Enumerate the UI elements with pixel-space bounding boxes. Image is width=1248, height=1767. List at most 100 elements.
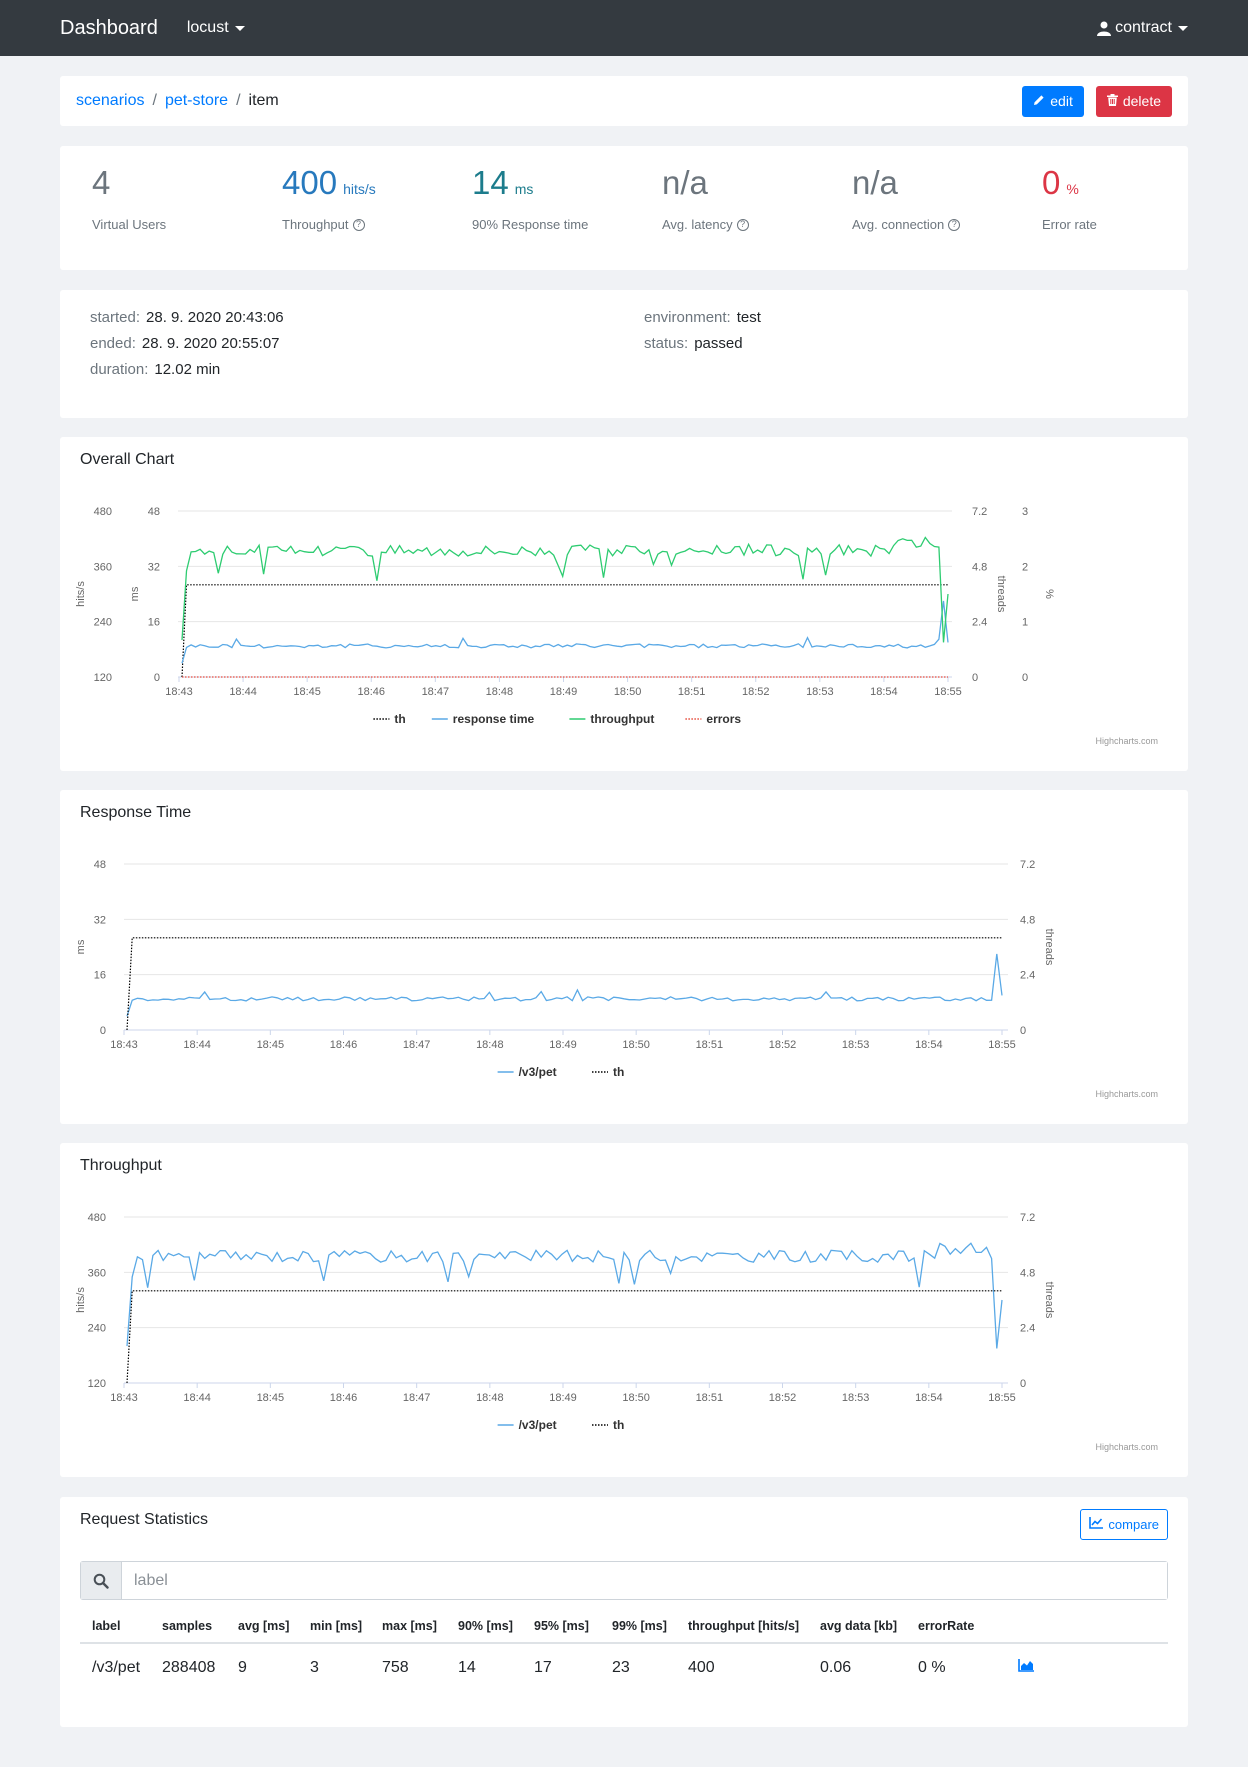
series-line-th [126,1290,1002,1384]
help-icon[interactable]: ? [736,218,749,231]
x-tick-label: 18:52 [742,686,770,698]
chart-title: Overall Chart [80,451,175,468]
help-icon[interactable]: ? [352,218,365,231]
x-tick-label: 18:43 [110,1392,138,1404]
x-tick-label: 18:44 [183,1039,211,1051]
y-tick-label: 0 [100,1025,106,1037]
y-tick-label: 2 [1022,561,1028,573]
y-tick-label: 2.4 [1020,970,1035,982]
kpi-label: Throughput [282,217,349,232]
legend-item[interactable]: errors [685,712,741,726]
breadcrumb-current: item [248,92,279,109]
series-line-th [181,584,948,678]
run-info-card: started: 28. 9. 2020 20:43:06 ended: 28. 9… [60,290,1188,418]
column-header[interactable]: samples [150,1607,226,1644]
brand-link[interactable]: Dashboard [60,16,158,39]
legend-item[interactable]: response time [431,712,535,726]
column-header[interactable]: avg [ms] [226,1607,298,1644]
y-axis-title: hits/s [75,581,87,607]
user-dropdown-label: contract [1115,19,1172,36]
table-cell: 0.06 [820,1659,852,1676]
project-dropdown[interactable]: locust [187,19,245,37]
column-header[interactable]: 90% [ms] [446,1607,522,1644]
y-tick-label: 0 [972,672,978,684]
highcharts-credit[interactable]: Highcharts.com [1095,1089,1158,1099]
column-header-actions [1006,1607,1168,1644]
y-tick-label: 32 [148,561,160,573]
kpi-label: Avg. connection [852,217,945,232]
table-cell: /v3/pet [92,1659,141,1676]
edit-button-label: edit [1050,93,1073,109]
x-tick-label: 18:46 [357,686,385,698]
kpi-label-row: Avg. connection? [852,217,961,232]
kpi-label: Avg. latency [662,217,733,232]
column-header[interactable]: errorRate [906,1607,1006,1644]
table-cell: 14 [458,1659,476,1676]
x-tick-label: 18:48 [476,1392,504,1404]
x-tick-label: 18:46 [330,1039,358,1051]
kpi-value: 14 ms [472,166,588,199]
compare-button[interactable]: compare [1080,1509,1168,1540]
series-line-th [126,937,1002,1031]
breadcrumb-link-project[interactable]: pet-store [164,92,229,109]
highcharts-credit[interactable]: Highcharts.com [1095,736,1158,746]
table-cell: 17 [534,1659,552,1676]
x-tick-label: 18:47 [403,1039,431,1051]
chevron-down-icon [234,25,245,31]
breadcrumb-card: scenarios / pet-store / item edit delete [60,76,1188,126]
column-header[interactable]: min [ms] [298,1607,370,1644]
info-environment-key: environment: [644,309,731,326]
kpi-label-row: Throughput? [282,217,376,232]
legend-item[interactable]: th [592,1065,624,1079]
column-header[interactable]: throughput [hits/s] [676,1607,808,1644]
table-cell: 3 [310,1659,319,1676]
kpi-label-row: Error rate [1042,217,1097,232]
pencil-icon [1033,93,1045,109]
column-header[interactable]: label [80,1607,150,1644]
x-tick-label: 18:43 [110,1039,138,1051]
area-chart-icon[interactable] [1018,1659,1034,1676]
kpi-unit: % [1066,181,1079,197]
kpi-value-number: 0 [1042,164,1061,201]
legend-item[interactable]: throughput [569,712,654,726]
legend-item[interactable]: th [592,1418,624,1432]
edit-button[interactable]: edit [1022,85,1084,117]
series-line-throughput [181,536,949,643]
x-tick-label: 18:54 [870,686,898,698]
table-cell: 288408 [162,1659,216,1676]
info-duration-key: duration: [90,361,149,378]
column-header[interactable]: max [ms] [370,1607,446,1644]
legend-item[interactable]: /v3/pet [497,1065,557,1079]
search-input[interactable] [122,1562,1167,1599]
legend-item[interactable]: /v3/pet [497,1418,557,1432]
column-header[interactable]: 95% [ms] [522,1607,600,1644]
series-line-response-time [181,600,949,664]
info-status-key: status: [644,335,689,352]
legend-label: errors [706,712,741,726]
overall-chart-card: Overall Chart 480 360 240 120 hits/s 48 32 16 0 m… [60,437,1188,771]
top-navbar: Dashboard locust contract [0,0,1248,56]
column-header[interactable]: 99% [ms] [600,1607,676,1644]
compare-button-label: compare [1108,1517,1159,1532]
legend-item[interactable]: th [373,712,406,726]
x-tick-label: 18:50 [622,1039,650,1051]
info-status: status: passed [644,335,743,352]
info-ended-value: 28. 9. 2020 20:55:07 [141,335,280,352]
column-header[interactable]: avg data [kb] [808,1607,906,1644]
kpi-90-response-time: 14 ms 90% Response time [472,166,588,232]
y-tick-label: 240 [88,1323,106,1335]
y-axis-title: threads [1043,929,1055,966]
highcharts-credit[interactable]: Highcharts.com [1095,1442,1158,1452]
x-tick-label: 18:55 [988,1039,1016,1051]
y-tick-label: 4.8 [972,561,987,573]
x-tick-label: 18:55 [988,1392,1016,1404]
x-tick-label: 18:47 [403,1392,431,1404]
throughput-chart-card: Throughput 480 360 240 120 hits/s 7.2 4.8 2.4 0 t… [60,1143,1188,1477]
info-duration-value: 12.02 min [154,361,221,378]
delete-button[interactable]: delete [1095,85,1172,117]
help-icon[interactable]: ? [948,218,961,231]
breadcrumb-link-scenarios[interactable]: scenarios [76,92,145,109]
y-axis-title: % [1043,589,1055,599]
user-dropdown[interactable]: contract [1097,19,1188,37]
y-tick-label: 16 [148,617,160,629]
